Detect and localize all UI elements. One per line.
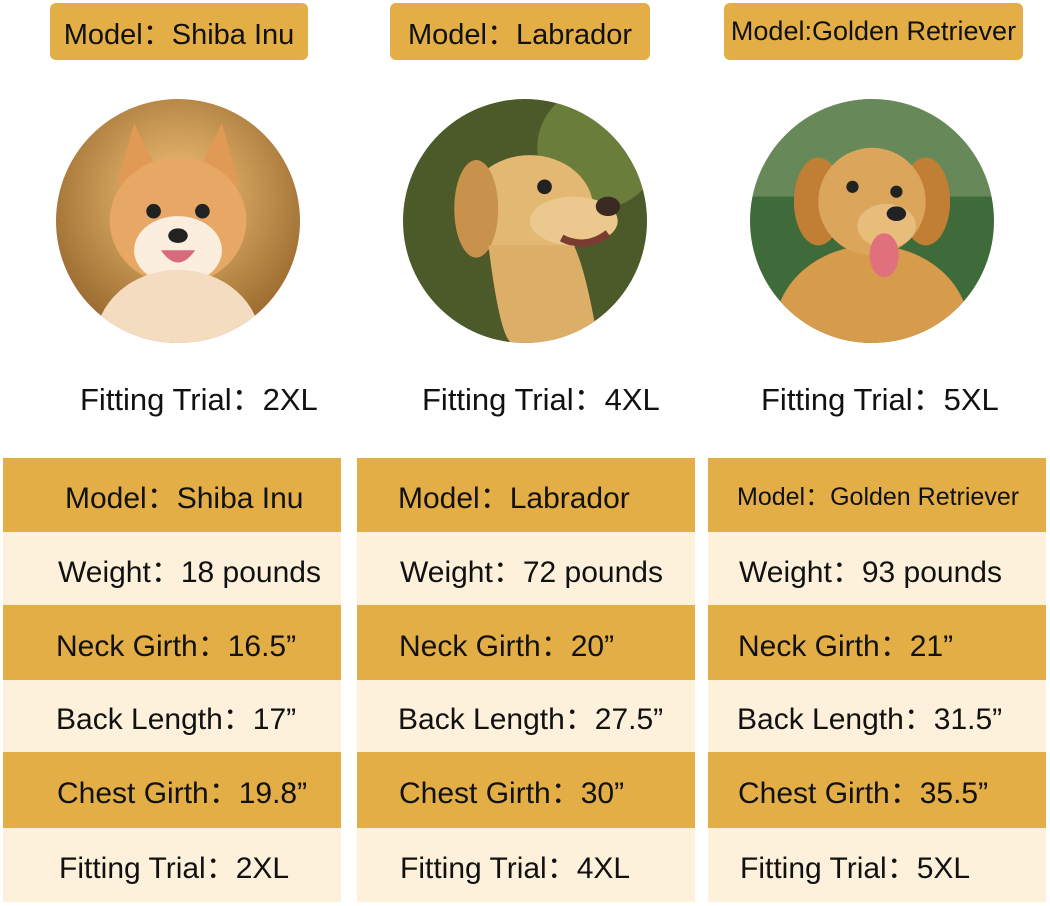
- table-row-neck-girth: Neck Girth：16.5”: [3, 605, 341, 680]
- table-row-model: Model：Golden Retriever: [708, 458, 1046, 532]
- table-row-model: Model：Labrador: [357, 458, 695, 532]
- fitting-trial-shiba: Fitting Trial：2XL: [80, 382, 318, 417]
- table-row-neck-girth: Neck Girth：21”: [708, 605, 1046, 680]
- table-row-weight: Weight：93 pounds: [708, 532, 1046, 605]
- size-table-shiba: Model：Shiba Inu Weight：18 pounds Neck Gi…: [3, 458, 341, 902]
- shiba-inu-photo: [56, 99, 300, 343]
- table-row-fitting-trial: Fitting Trial：4XL: [357, 828, 695, 902]
- table-row-neck-girth: Neck Girth：20”: [357, 605, 695, 680]
- table-row-back-length: Back Length：17”: [3, 680, 341, 752]
- model-tag-shiba: Model：Shiba Inu: [50, 3, 308, 60]
- table-row-chest-girth: Chest Girth：35.5”: [708, 752, 1046, 828]
- fitting-trial-labrador: Fitting Trial：4XL: [422, 382, 660, 417]
- table-row-back-length: Back Length：27.5”: [357, 680, 695, 752]
- model-tag-labrador: Model：Labrador: [390, 3, 650, 60]
- table-row-weight: Weight：72 pounds: [357, 532, 695, 605]
- table-row-chest-girth: Chest Girth：19.8”: [3, 752, 341, 828]
- table-row-weight: Weight：18 pounds: [3, 532, 341, 605]
- size-table-labrador: Model：Labrador Weight：72 pounds Neck Gir…: [357, 458, 695, 902]
- table-row-fitting-trial: Fitting Trial：5XL: [708, 828, 1046, 902]
- table-row-fitting-trial: Fitting Trial：2XL: [3, 828, 341, 902]
- golden-retriever-photo: [750, 99, 994, 343]
- fitting-trial-golden: Fitting Trial：5XL: [761, 382, 999, 417]
- table-row-model: Model：Shiba Inu: [3, 458, 341, 532]
- table-row-chest-girth: Chest Girth：30”: [357, 752, 695, 828]
- table-row-back-length: Back Length：31.5”: [708, 680, 1046, 752]
- model-tag-golden: Model:Golden Retriever: [724, 3, 1023, 60]
- size-table-golden: Model：Golden Retriever Weight：93 pounds …: [708, 458, 1046, 902]
- labrador-photo: [403, 99, 647, 343]
